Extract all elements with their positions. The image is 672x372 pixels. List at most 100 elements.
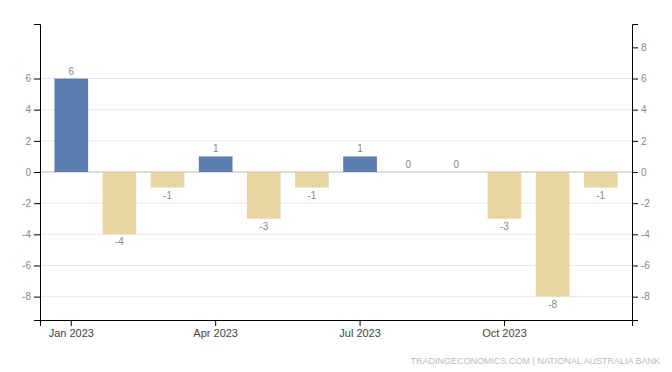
y-tick-label: -6 — [22, 260, 31, 271]
y-tick-label: -4 — [22, 229, 31, 240]
x-tick: Jul 2023 — [339, 320, 381, 339]
x-tick-label: Jul 2023 — [339, 327, 381, 339]
y2-tick-label: 4 — [641, 104, 647, 115]
y2-tick: -6 — [632, 260, 650, 271]
y-tick-mark — [34, 203, 40, 204]
y-tick: -2 — [22, 198, 40, 209]
x-axis-line — [41, 321, 633, 327]
y2-tick-mark — [632, 297, 638, 298]
y2-tick: -2 — [632, 198, 650, 209]
y2-tick-mark — [632, 234, 638, 235]
y-tick: 6 — [25, 73, 40, 84]
x-tick-label: Oct 2023 — [482, 327, 527, 339]
bar — [54, 79, 88, 172]
y-tick-mark — [34, 172, 40, 173]
y-tick-label: 6 — [25, 73, 31, 84]
bar — [439, 172, 473, 173]
y-tick: 2 — [25, 136, 40, 147]
y2-tick: -4 — [632, 229, 650, 240]
bar — [488, 172, 522, 219]
y2-tick-label: -6 — [641, 260, 650, 271]
y-tick-label: -8 — [22, 291, 31, 302]
y2-tick-label: -2 — [641, 198, 650, 209]
data-label: -3 — [500, 221, 509, 232]
y2-tick-label: 8 — [641, 42, 647, 53]
y-tick: -4 — [22, 229, 40, 240]
x-tick: Apr 2023 — [193, 320, 238, 339]
y2-tick: -8 — [632, 291, 650, 302]
x-tick-mark — [504, 320, 505, 326]
y-tick: -8 — [22, 291, 40, 302]
x-tick-mark — [360, 320, 361, 326]
y-tick-label: 2 — [25, 136, 31, 147]
data-label: -1 — [163, 190, 172, 201]
y2-tick: 6 — [632, 73, 647, 84]
y2-tick-mark — [632, 265, 638, 266]
x-tick-label: Apr 2023 — [193, 327, 238, 339]
x-tick: Jan 2023 — [49, 320, 94, 339]
data-label: 0 — [454, 159, 460, 170]
y-tick: -6 — [22, 260, 40, 271]
bar — [103, 172, 137, 234]
y2-tick: 0 — [632, 167, 647, 178]
bar — [295, 172, 329, 188]
y2-axis: 8 6 4 2 0 -2 -4 -6 -8 — [632, 25, 650, 321]
bars — [54, 79, 617, 297]
y-tick-label: 4 — [25, 104, 31, 115]
grid-line — [40, 140, 632, 141]
y2-tick: 4 — [632, 104, 647, 115]
x-axis: Jan 2023 Apr 2023 Jul 2023 Oct 2023 — [41, 320, 633, 339]
bar — [151, 172, 185, 188]
y2-tick-label: 6 — [641, 73, 647, 84]
watermark: TRADINGECONOMICS.COM | NATIONAL AUSTRALI… — [411, 356, 660, 366]
y-tick-label: -2 — [22, 198, 31, 209]
y2-tick-label: 0 — [641, 167, 647, 178]
y2-tick-label: 2 — [641, 136, 647, 147]
y2-axis-line — [633, 25, 639, 321]
y-axis: 6 4 2 0 -2 -4 -6 -8 — [22, 25, 40, 321]
y2-tick: 2 — [632, 136, 647, 147]
bar — [199, 156, 233, 172]
y2-tick-mark — [632, 110, 638, 111]
data-label: 0 — [405, 159, 411, 170]
y2-tick-mark — [632, 203, 638, 204]
bar — [343, 156, 377, 172]
y2-tick-label: -8 — [641, 291, 650, 302]
x-tick-label: Jan 2023 — [49, 327, 94, 339]
data-label: 1 — [213, 143, 219, 154]
y-axis-line — [34, 25, 41, 321]
y-tick-mark — [34, 110, 40, 111]
y-tick-mark — [34, 79, 40, 80]
x-tick-mark — [215, 320, 216, 326]
y-tick-mark — [34, 265, 40, 266]
grid-line — [40, 78, 632, 79]
y2-tick: 8 — [632, 42, 647, 53]
y2-tick-mark — [632, 47, 638, 48]
data-label: -3 — [259, 221, 268, 232]
chart: 6 -4 -1 1 -3 -1 1 0 0 -3 -8 -1 Jan 2023 Apr 2023 Jul 2… — [0, 0, 672, 372]
data-label: -8 — [548, 299, 557, 310]
grid-line — [40, 109, 632, 110]
bar — [391, 172, 425, 173]
y2-tick-mark — [632, 141, 638, 142]
bar — [247, 172, 281, 219]
y-tick: 0 — [25, 167, 40, 178]
y-tick: 4 — [25, 104, 40, 115]
y2-tick-label: -4 — [641, 229, 650, 240]
bar — [584, 172, 618, 188]
grid — [40, 79, 632, 297]
data-label: 1 — [357, 143, 363, 154]
x-tick: Oct 2023 — [482, 320, 527, 339]
data-label: -1 — [596, 190, 605, 201]
plot: 6 -4 -1 1 -3 -1 1 0 0 -3 -8 -1 Jan 2023 Apr 2023 Jul 2… — [22, 25, 650, 339]
data-label: 6 — [69, 66, 75, 77]
x-tick-mark — [71, 320, 72, 326]
y-tick-label: 0 — [25, 167, 31, 178]
data-label: -4 — [115, 236, 124, 247]
y2-tick-mark — [632, 172, 638, 173]
y-tick-mark — [34, 297, 40, 298]
y-tick-mark — [34, 141, 40, 142]
data-labels: 6 -4 -1 1 -3 -1 1 0 0 -3 -8 -1 — [69, 66, 606, 310]
bar — [536, 172, 570, 297]
data-label: -1 — [307, 190, 316, 201]
